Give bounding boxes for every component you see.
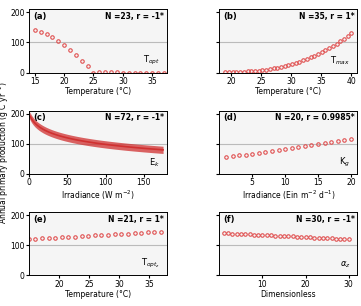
Text: (f): (f) [223,215,235,224]
Text: E$_k$: E$_k$ [149,156,160,169]
Text: N =23, r = -1*: N =23, r = -1* [105,12,164,21]
Text: N =72, r = -1*: N =72, r = -1* [105,113,164,122]
Text: (c): (c) [33,113,46,122]
Text: T$_{opt}$: T$_{opt}$ [143,54,160,68]
X-axis label: Temperature (°C): Temperature (°C) [65,290,131,299]
Text: $\alpha_z$: $\alpha_z$ [340,260,351,270]
X-axis label: Irradiance (W m$^{-2}$): Irradiance (W m$^{-2}$) [61,188,135,202]
Text: (a): (a) [33,12,47,21]
X-axis label: Temperature (°C): Temperature (°C) [255,87,321,96]
Text: K$_g$: K$_g$ [339,156,351,169]
Text: (b): (b) [223,12,237,21]
X-axis label: Dimensionless: Dimensionless [261,290,316,299]
X-axis label: Irradiance (Ein m$^{-2}$ d$^{-1}$): Irradiance (Ein m$^{-2}$ d$^{-1}$) [242,188,335,202]
Text: (d): (d) [223,113,237,122]
Text: N =30, r = -1*: N =30, r = -1* [296,215,355,224]
Text: Annual primary production (g C yr$^{-1}$): Annual primary production (g C yr$^{-1}$… [0,81,11,225]
Text: N =35, r = 1*: N =35, r = 1* [299,12,355,21]
Text: T$_{opt_z}$: T$_{opt_z}$ [141,257,160,270]
Text: N =21, r = 1*: N =21, r = 1* [108,215,164,224]
Text: (e): (e) [33,215,47,224]
Text: N =20, r = 0.9985*: N =20, r = 0.9985* [275,113,355,122]
Text: T$_{max}$: T$_{max}$ [330,55,351,68]
X-axis label: Temperature (°C): Temperature (°C) [65,87,131,96]
